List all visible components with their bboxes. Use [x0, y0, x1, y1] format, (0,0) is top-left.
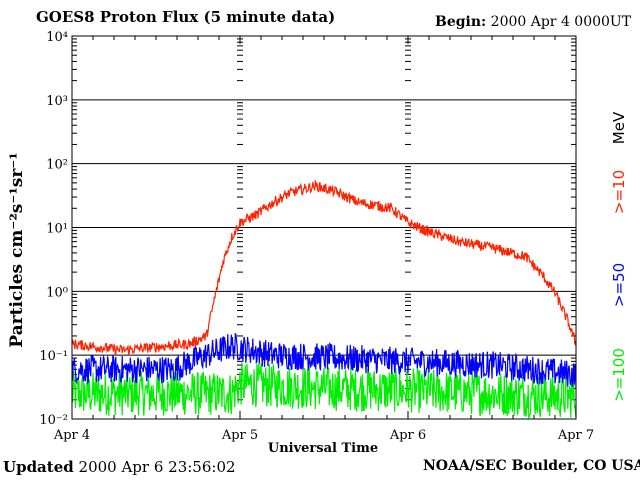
series-line-2	[71, 362, 577, 419]
begin-time: Begin: 2000 Apr 4 0000UT	[435, 14, 631, 30]
plot-border	[71, 35, 577, 420]
legend-entry: >=100	[610, 348, 628, 402]
chart-title: GOES8 Proton Flux (5 minute data)	[36, 8, 336, 26]
x-axis-label: Universal Time	[268, 441, 378, 456]
y-axis-label: Particles cm⁻²s⁻¹sr⁻¹	[7, 152, 27, 347]
y-tick-label: 10⁰	[46, 285, 68, 300]
y-tick-label: 10⁻¹	[39, 349, 68, 364]
plot-frame	[71, 35, 577, 420]
y-tick-label: 10³	[46, 94, 68, 109]
updated-label: Updated	[3, 458, 74, 476]
series-group	[71, 178, 577, 419]
updated-time: Updated 2000 Apr 6 23:56:02	[3, 458, 236, 476]
y-tick-label: 10⁻²	[39, 413, 68, 428]
x-tick-labels: Apr 4 Apr 5 Apr 6 Apr 7	[53, 428, 594, 443]
legend-entry: >=50	[610, 263, 628, 307]
legend: >=10 >=50 >=100 MeV	[610, 111, 628, 402]
y-tick-label: 10⁴	[46, 30, 68, 45]
x-tick-label: Apr 5	[221, 428, 258, 443]
x-tick-label: Apr 4	[53, 428, 90, 443]
series-line-0	[71, 178, 577, 356]
x-tick-label: Apr 7	[557, 428, 594, 443]
legend-entry: MeV	[610, 111, 628, 144]
begin-value: 2000 Apr 4 0000UT	[490, 14, 632, 30]
x-tick-label: Apr 6	[389, 428, 426, 443]
y-tick-label: 10²	[46, 158, 68, 173]
y-tick-label: 10¹	[46, 222, 68, 237]
updated-value: 2000 Apr 6 23:56:02	[78, 458, 236, 476]
data-source: NOAA/SEC Boulder, CO USA	[423, 458, 640, 474]
begin-label: Begin:	[435, 14, 487, 30]
series-line-1	[71, 332, 577, 388]
legend-entry: >=10	[610, 170, 628, 214]
y-tick-labels: 10⁻² 10⁻¹ 10⁰ 10¹ 10² 10³ 10⁴	[39, 30, 68, 428]
